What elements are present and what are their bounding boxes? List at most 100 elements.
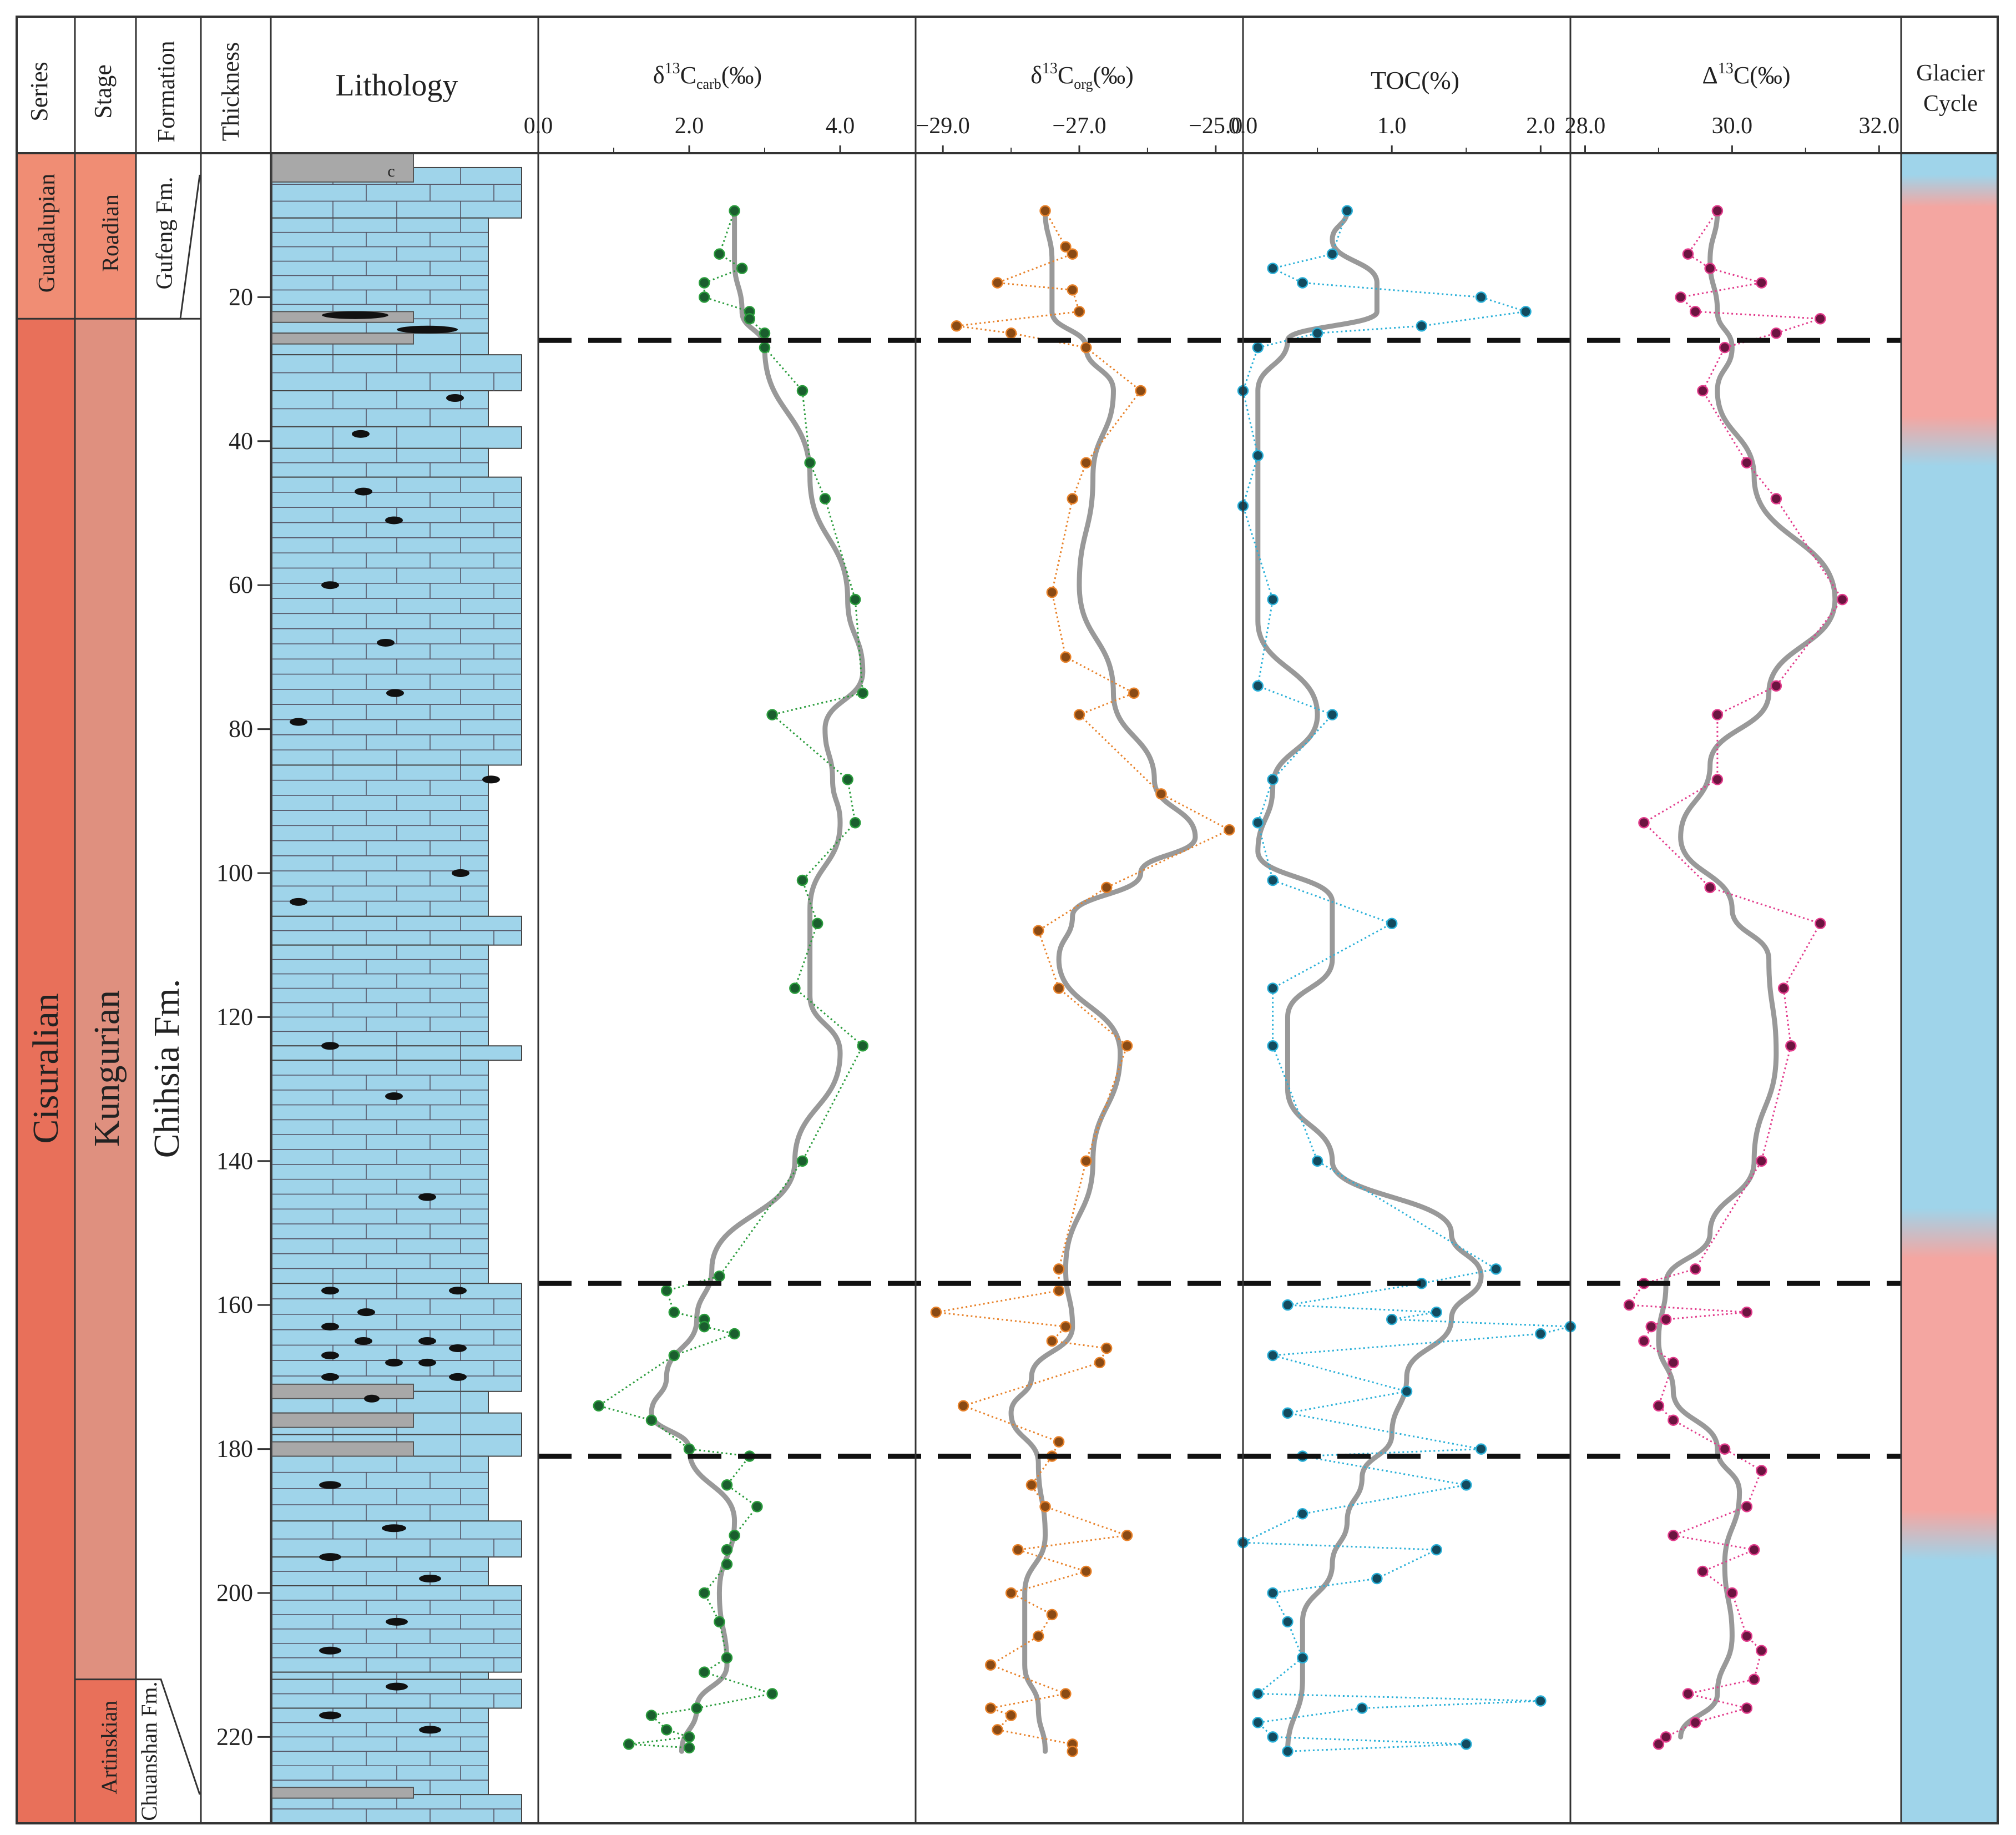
cap-data-point xyxy=(1748,1544,1760,1556)
org-tick-label: −27.0 xyxy=(1052,113,1106,139)
org-data-point xyxy=(1080,1155,1092,1167)
carb-tick-label: 2.0 xyxy=(675,113,704,139)
thickness-tick-label: 220 xyxy=(216,1723,253,1750)
thickness-tick-label: 80 xyxy=(229,715,253,743)
toc-data-point xyxy=(1416,320,1428,332)
stage-label-roadian: Roadian xyxy=(98,194,124,272)
carb-data-point xyxy=(683,1731,695,1743)
carb-data-point xyxy=(721,1544,733,1556)
cap-data-point xyxy=(1785,1040,1797,1052)
chert-nodule xyxy=(419,1726,441,1734)
carb-data-point xyxy=(698,1666,710,1678)
cap-data-point xyxy=(1623,1299,1635,1311)
org-data-point xyxy=(1053,1263,1065,1275)
chert-nodule xyxy=(364,1394,380,1403)
carb-data-point xyxy=(766,1688,778,1700)
org-data-point xyxy=(1039,205,1051,217)
carb-data-point xyxy=(698,277,710,289)
carb-data-point xyxy=(729,1529,740,1541)
toc-data-point xyxy=(1267,982,1279,994)
cap-data-point xyxy=(1726,1587,1738,1599)
shale-band xyxy=(271,1441,414,1457)
chert-nodule xyxy=(385,1092,403,1101)
toc-data-point xyxy=(1326,709,1338,720)
org-data-point xyxy=(1025,1479,1038,1491)
org-data-point xyxy=(930,1306,942,1318)
carb-data-point xyxy=(714,248,725,260)
toc-data-point xyxy=(1356,1702,1368,1714)
stage-band xyxy=(75,319,136,1680)
toc-data-point xyxy=(1282,1746,1294,1757)
limestone-bed xyxy=(271,1283,522,1392)
carb-data-point xyxy=(668,1349,680,1362)
org-data-point xyxy=(992,277,1003,289)
limestone-bed xyxy=(271,944,489,1047)
cap-tick-label: 28.0 xyxy=(1565,113,1606,139)
chert-nodule xyxy=(319,1553,341,1561)
toc-trend-line xyxy=(1255,208,1484,1754)
carb-data-point xyxy=(766,709,778,720)
carb-data-point xyxy=(729,205,740,217)
carb-data-point xyxy=(811,918,823,930)
carb-data-point xyxy=(736,263,748,274)
carb-data-point xyxy=(857,687,869,699)
toc-data-point xyxy=(1252,680,1264,692)
carb-data-point xyxy=(751,1501,763,1513)
chert-nodule xyxy=(385,1358,403,1367)
toc-data-point xyxy=(1267,1587,1279,1599)
cap-data-point xyxy=(1689,306,1701,317)
org-data-point xyxy=(1080,1565,1092,1577)
carb-data-point xyxy=(698,1587,710,1599)
toc-data-point xyxy=(1252,816,1264,829)
cap-data-point xyxy=(1697,385,1709,397)
org-data-point xyxy=(1053,1284,1065,1297)
thickness-tick-label: 20 xyxy=(229,283,253,310)
cap-data-point xyxy=(1697,1565,1709,1577)
toc-data-point xyxy=(1252,341,1264,354)
org-data-point xyxy=(1100,881,1113,894)
thickness-tick-label: 160 xyxy=(216,1291,253,1318)
carb-data-point xyxy=(789,982,801,994)
carb-data-point xyxy=(796,385,809,397)
cap-data-point xyxy=(1638,1335,1650,1347)
toc-data-point xyxy=(1490,1263,1502,1275)
cap-data-point xyxy=(1682,1688,1694,1700)
cap-data-point xyxy=(1770,327,1782,339)
carb-tick-label: 4.0 xyxy=(826,113,855,139)
outer-frame xyxy=(16,16,1999,1824)
org-data-point xyxy=(1046,1609,1058,1621)
formation-boundary xyxy=(136,174,201,320)
org-trend-line xyxy=(1008,208,1198,1754)
stage-label-kungurian: Kungurian xyxy=(87,990,127,1147)
chert-nodule xyxy=(482,775,500,784)
chert-nodule xyxy=(397,325,458,334)
carb-data-point xyxy=(660,1284,673,1297)
cap-data-point xyxy=(1756,277,1767,289)
cap-data-point xyxy=(1704,881,1716,894)
org-data-point xyxy=(1060,241,1072,253)
header-stage: Stage xyxy=(89,64,117,119)
org-data-point xyxy=(1135,385,1146,397)
carb-trend-line xyxy=(649,208,866,1754)
org-data-point xyxy=(1067,284,1078,296)
cap-data-point xyxy=(1741,1630,1753,1642)
cap-tick-label: 32.0 xyxy=(1859,113,1900,139)
carb-data-point xyxy=(645,1710,658,1721)
org-data-point xyxy=(984,1702,997,1714)
org-data-point xyxy=(1060,1320,1072,1333)
org-data-point xyxy=(957,1400,969,1411)
carb-data-point xyxy=(759,327,771,339)
org-data-point xyxy=(1073,709,1085,720)
thickness-tick-label: 140 xyxy=(216,1147,253,1174)
chert-nodule xyxy=(290,718,307,726)
chert-nodule xyxy=(386,1682,408,1691)
org-data-point xyxy=(1094,1357,1106,1369)
toc-data-point xyxy=(1311,1155,1323,1167)
chert-nodule xyxy=(321,1287,339,1295)
chert-nodule xyxy=(449,1287,467,1295)
org-data-point xyxy=(1046,1335,1058,1347)
toc-data-point xyxy=(1252,450,1264,461)
toc-data-point xyxy=(1461,1738,1472,1750)
chert-nodule xyxy=(355,1337,372,1345)
shale-band xyxy=(271,1412,414,1428)
